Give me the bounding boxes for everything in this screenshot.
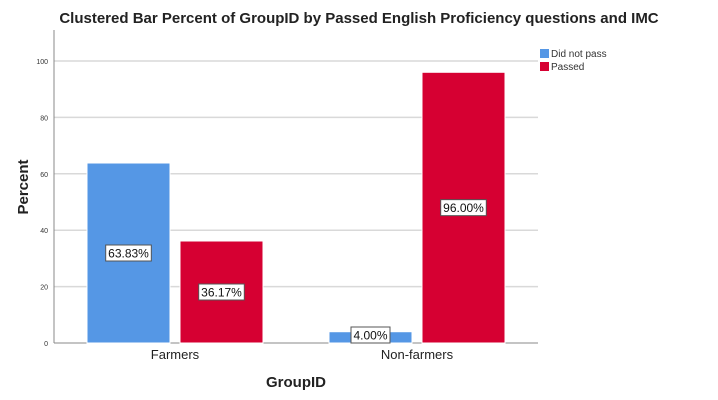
legend-entry: Passed: [551, 62, 584, 73]
data-label: 63.83%: [108, 247, 149, 261]
y-tick-label: 100: [36, 59, 48, 66]
data-label: 4.00%: [353, 329, 387, 343]
y-tick-label: 60: [40, 172, 48, 179]
data-label-box: [350, 326, 391, 344]
chart-title: Clustered Bar Percent of GroupID by Pass…: [59, 10, 658, 27]
data-label-box: [105, 244, 152, 262]
y-axis-label: Percent: [15, 159, 32, 214]
x-tick-label: Farmers: [151, 347, 200, 362]
legend-swatch: [540, 49, 549, 58]
y-tick-label: 40: [40, 228, 48, 235]
y-tick-label: 0: [44, 341, 48, 348]
y-tick-label: 20: [40, 285, 48, 292]
y-tick-label: 80: [40, 115, 48, 122]
data-label: 36.17%: [201, 286, 242, 300]
data-label-box: [198, 283, 245, 301]
legend-entry: Did not pass: [551, 49, 607, 60]
legend-swatch: [540, 62, 549, 71]
x-tick-label: Non-farmers: [381, 347, 454, 362]
x-axis-label: GroupID: [266, 374, 326, 391]
data-label: 96.00%: [443, 201, 484, 215]
data-label-box: [440, 199, 487, 217]
